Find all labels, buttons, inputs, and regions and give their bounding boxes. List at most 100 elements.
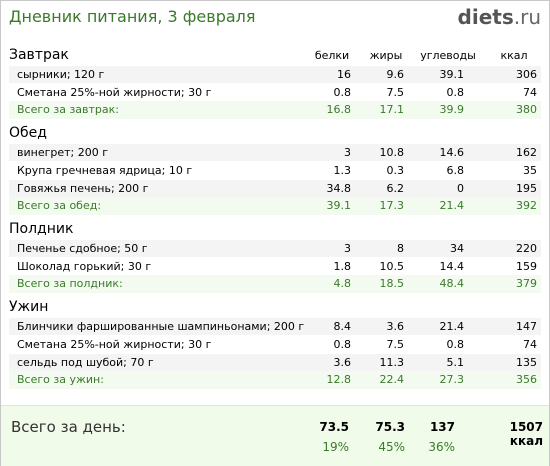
kcal-value: 74 bbox=[523, 338, 537, 351]
section-total-row: Всего за полдник: 4.8 18.5 48.4 379 bbox=[9, 275, 541, 293]
carbs-value: 5.1 bbox=[446, 356, 465, 369]
carbs-value: 0.8 bbox=[446, 338, 465, 351]
kcal-value: 74 bbox=[523, 86, 537, 99]
protein-value: 3.6 bbox=[333, 356, 352, 369]
food-name: Печенье сдобное; 50 г bbox=[17, 242, 148, 255]
day-fat-percent: 45% bbox=[378, 440, 405, 454]
section-total-row: Всего за ужин: 12.8 22.4 27.3 356 bbox=[9, 371, 541, 389]
day-carbs-percent: 36% bbox=[428, 440, 455, 454]
fat-total: 22.4 bbox=[379, 373, 405, 386]
total-label: Всего за ужин: bbox=[17, 373, 104, 386]
day-protein-percent: 19% bbox=[322, 440, 349, 454]
protein-value: 16 bbox=[337, 68, 351, 81]
fat-value: 11.3 bbox=[379, 356, 405, 369]
carbs-value: 39.1 bbox=[439, 68, 465, 81]
carbs-total: 48.4 bbox=[439, 277, 465, 290]
section-lunch-title: Обед bbox=[9, 125, 47, 141]
protein-value: 8.4 bbox=[333, 320, 352, 333]
food-name: сырники; 120 г bbox=[17, 68, 105, 81]
column-kcal: ккал bbox=[500, 49, 528, 62]
table-row: Говяжья печень; 200 г 34.8 6.2 0 195 bbox=[9, 179, 541, 197]
protein-value: 1.3 bbox=[333, 164, 352, 177]
protein-value: 0.8 bbox=[333, 86, 352, 99]
protein-total: 39.1 bbox=[326, 199, 352, 212]
kcal-value: 35 bbox=[523, 164, 537, 177]
table-row: винегрет; 200 г 3 10.8 14.6 162 bbox=[9, 143, 541, 161]
kcal-value: 220 bbox=[516, 242, 537, 255]
day-protein: 73.5 bbox=[319, 420, 349, 434]
kcal-total: 356 bbox=[516, 373, 537, 386]
fat-value: 0.3 bbox=[386, 164, 405, 177]
logo-tld: .ru bbox=[513, 5, 541, 29]
fat-value: 6.2 bbox=[386, 182, 405, 195]
carbs-value: 0.8 bbox=[446, 86, 465, 99]
site-logo[interactable]: diets.ru bbox=[458, 5, 541, 29]
table-row: Шоколад горький; 30 г 1.8 10.5 14.4 159 bbox=[9, 257, 541, 275]
total-label: Всего за обед: bbox=[17, 199, 102, 212]
kcal-value: 195 bbox=[516, 182, 537, 195]
protein-value: 0.8 bbox=[333, 338, 352, 351]
page-title: Дневник питания, 3 февраля bbox=[9, 7, 256, 26]
kcal-value: 306 bbox=[516, 68, 537, 81]
table-row: Крупа гречневая ядрица; 10 г 1.3 0.3 6.8… bbox=[9, 161, 541, 179]
column-carbs: углеводы bbox=[420, 49, 476, 62]
carbs-total: 27.3 bbox=[439, 373, 465, 386]
kcal-value: 147 bbox=[516, 320, 537, 333]
fat-value: 8 bbox=[397, 242, 404, 255]
fat-total: 17.3 bbox=[379, 199, 405, 212]
logo-main: diets bbox=[457, 5, 514, 29]
carbs-value: 6.8 bbox=[446, 164, 465, 177]
protein-total: 16.8 bbox=[326, 103, 352, 116]
section-total-row: Всего за обед: 39.1 17.3 21.4 392 bbox=[9, 197, 541, 215]
table-row: Сметана 25%-ной жирности; 30 г 0.8 7.5 0… bbox=[9, 335, 541, 353]
kcal-total: 380 bbox=[516, 103, 537, 116]
section-dinner-title: Ужин bbox=[9, 299, 49, 315]
carbs-value: 34 bbox=[450, 242, 464, 255]
protein-value: 3 bbox=[344, 146, 351, 159]
food-name: Блинчики фаршированные шампиньонами; 200… bbox=[17, 320, 305, 333]
carbs-value: 0 bbox=[457, 182, 464, 195]
kcal-value: 135 bbox=[516, 356, 537, 369]
section-breakfast-title: Завтрак bbox=[9, 47, 69, 63]
day-carbs: 137 bbox=[429, 420, 455, 434]
table-row: Сметана 25%-ной жирности; 30 г 0.8 7.5 0… bbox=[9, 83, 541, 101]
fat-value: 3.6 bbox=[386, 320, 405, 333]
food-name: Сметана 25%-ной жирности; 30 г bbox=[17, 86, 212, 99]
food-name: Сметана 25%-ной жирности; 30 г bbox=[17, 338, 212, 351]
fat-total: 17.1 bbox=[379, 103, 405, 116]
total-label: Всего за полдник: bbox=[17, 277, 123, 290]
protein-value: 1.8 bbox=[333, 260, 352, 273]
fat-value: 10.8 bbox=[379, 146, 405, 159]
section-total-row: Всего за завтрак: 16.8 17.1 39.9 380 bbox=[9, 101, 541, 119]
kcal-total: 392 bbox=[516, 199, 537, 212]
fat-value: 10.5 bbox=[379, 260, 405, 273]
kcal-value: 162 bbox=[516, 146, 537, 159]
table-row: Печенье сдобное; 50 г 3 8 34 220 bbox=[9, 239, 541, 257]
food-name: Шоколад горький; 30 г bbox=[17, 260, 152, 273]
table-row: сырники; 120 г 16 9.6 39.1 306 bbox=[9, 65, 541, 83]
food-name: винегрет; 200 г bbox=[17, 146, 109, 159]
food-name: сельдь под шубой; 70 г bbox=[17, 356, 154, 369]
day-total-panel: Всего за день: 73.5 75.3 137 1507 ккал 1… bbox=[1, 405, 549, 466]
carbs-total: 21.4 bbox=[439, 199, 465, 212]
day-total-label: Всего за день: bbox=[11, 418, 126, 436]
fat-value: 7.5 bbox=[386, 86, 405, 99]
kcal-value: 159 bbox=[516, 260, 537, 273]
carbs-value: 14.6 bbox=[439, 146, 465, 159]
kcal-total: 379 bbox=[516, 277, 537, 290]
protein-value: 34.8 bbox=[326, 182, 352, 195]
food-name: Говяжья печень; 200 г bbox=[17, 182, 149, 195]
header: Дневник питания, 3 февраля diets.ru bbox=[1, 1, 549, 37]
table-row: сельдь под шубой; 70 г 3.6 11.3 5.1 135 bbox=[9, 353, 541, 371]
table-row: Блинчики фаршированные шампиньонами; 200… bbox=[9, 317, 541, 335]
protein-value: 3 bbox=[344, 242, 351, 255]
carbs-total: 39.9 bbox=[439, 103, 465, 116]
day-fat: 75.3 bbox=[375, 420, 405, 434]
fat-value: 7.5 bbox=[386, 338, 405, 351]
protein-total: 4.8 bbox=[333, 277, 352, 290]
food-name: Крупа гречневая ядрица; 10 г bbox=[17, 164, 193, 177]
protein-total: 12.8 bbox=[326, 373, 352, 386]
column-fat: жиры bbox=[369, 49, 403, 62]
fat-total: 18.5 bbox=[379, 277, 405, 290]
